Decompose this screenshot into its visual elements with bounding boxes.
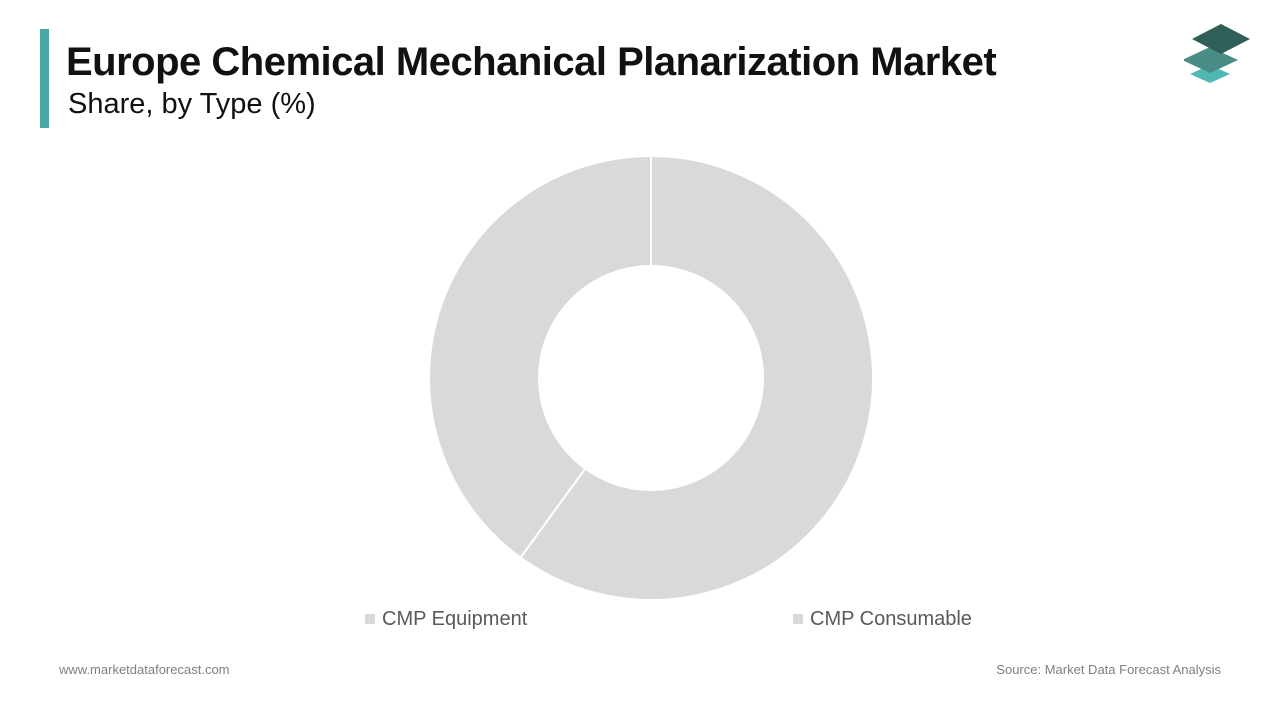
chart-title: Europe Chemical Mechanical Planarization… <box>66 40 997 84</box>
logo-layer-top <box>1192 24 1250 54</box>
donut-slice-cmp-consumable[interactable] <box>428 154 652 559</box>
legend-label: CMP Equipment <box>382 607 528 630</box>
legend-label: CMP Consumable <box>810 607 972 630</box>
logo-layer-bottom <box>1190 65 1230 83</box>
footer-website[interactable]: www.marketdataforecast.com <box>59 662 230 677</box>
legend-swatch <box>793 614 803 624</box>
title-accent-bar <box>40 29 49 128</box>
legend-item-cmp-consumable: CMP Consumable <box>793 607 972 631</box>
logo-layer-mid <box>1184 47 1238 73</box>
legend-item-cmp-equipment: CMP Equipment <box>365 607 527 631</box>
stacked-layers-icon <box>1184 24 1250 83</box>
legend-swatch <box>365 614 375 624</box>
donut-slices <box>428 154 874 601</box>
chart-subtitle: Share, by Type (%) <box>68 88 316 120</box>
donut-slice-cmp-equipment[interactable] <box>519 154 874 601</box>
footer-source: Source: Market Data Forecast Analysis <box>996 662 1221 677</box>
